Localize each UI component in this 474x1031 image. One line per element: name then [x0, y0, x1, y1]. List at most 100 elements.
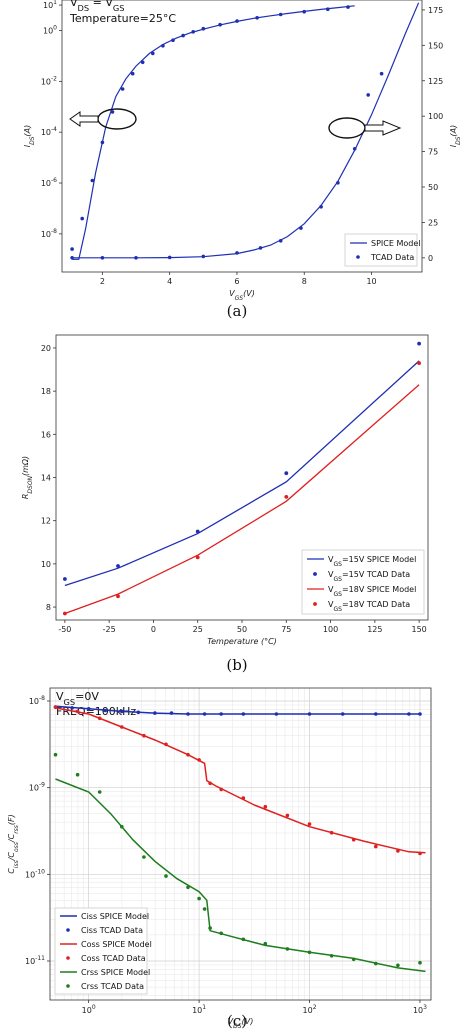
- series-point: [284, 471, 289, 476]
- series-point: [195, 555, 200, 560]
- series-point: [90, 178, 95, 183]
- series-point: [255, 15, 259, 20]
- series-line-2: [64, 384, 420, 615]
- series-point: [235, 19, 239, 23]
- series-point: [263, 941, 268, 946]
- series-point: [164, 742, 168, 747]
- x-tick-label: -25: [103, 625, 116, 634]
- series-point: [197, 896, 201, 901]
- y-tick-label: 10-11: [25, 955, 45, 966]
- series-point: [299, 226, 303, 230]
- series-point: [97, 790, 102, 794]
- series-point: [235, 251, 239, 255]
- series-point: [80, 216, 84, 221]
- y-tick-label: 10: [41, 560, 51, 569]
- x-tick-label: 103: [413, 1004, 427, 1015]
- series-point: [202, 712, 207, 716]
- y-tick-label: 8: [46, 603, 51, 612]
- series-point: [351, 957, 356, 962]
- caption-c: (c): [227, 1012, 247, 1030]
- y-tick-label: 16: [41, 430, 51, 439]
- x-tick-label: 4: [167, 277, 172, 286]
- series-line-2: [72, 2, 420, 259]
- series-point: [201, 254, 206, 259]
- series-line-0: [72, 5, 355, 260]
- arrow-right-icon: [364, 120, 402, 136]
- series-point: [75, 772, 80, 777]
- series-point: [151, 51, 155, 56]
- series-point: [407, 712, 411, 716]
- y-right-tick-label: 25: [428, 218, 438, 227]
- series-point: [258, 246, 263, 250]
- legend-label: Coss TCAD Data: [81, 954, 146, 963]
- series-point: [340, 712, 345, 716]
- series-line-0: [64, 360, 420, 587]
- series-point: [136, 710, 141, 715]
- series-point: [307, 950, 312, 955]
- y-left-tick-label: 100: [43, 25, 57, 36]
- y-tick-label: 10-10: [25, 868, 45, 879]
- x-tick-label: 0: [151, 625, 156, 634]
- y-right-tick-label: 175: [428, 6, 443, 15]
- legend-label: Crss TCAD Data: [81, 982, 144, 991]
- x-tick-label: -50: [58, 625, 71, 634]
- series-point: [140, 60, 145, 65]
- series-point: [120, 824, 124, 829]
- series-point: [70, 255, 74, 260]
- series-point: [285, 813, 290, 818]
- chart-panel-b: -50 -25 0 25 50 75 100 125 150 8 10 12 14 16 18 20 Tempe…: [21, 334, 429, 674]
- legend-point-swatch: [313, 602, 317, 606]
- y-left-tick-label: 10-2: [41, 75, 57, 86]
- y-right-tick-label: 75: [428, 148, 438, 157]
- y-right-tick-label: 150: [428, 41, 443, 50]
- series-point: [278, 239, 283, 243]
- series-point: [186, 752, 190, 757]
- y-right-tick-label: 100: [428, 112, 443, 121]
- x-tick-label: 8: [302, 277, 307, 286]
- y-right-tick-label: 50: [428, 183, 438, 192]
- x-tick-label: 2: [100, 277, 105, 286]
- series-point: [346, 5, 350, 9]
- legend-label: VGS=18V TCAD Data: [328, 600, 410, 613]
- legend-point-swatch: [66, 928, 70, 932]
- legend-box: [54, 907, 148, 995]
- caption-a: (a): [227, 302, 248, 320]
- legend-label: Coss SPICE Model: [81, 940, 152, 949]
- y-tick-label: 20: [41, 344, 51, 353]
- x-axis-label: VDS(V): [228, 1017, 254, 1030]
- series-point: [329, 954, 334, 958]
- annotation-vds: VDS = VGS: [70, 0, 125, 13]
- series-point: [53, 752, 58, 757]
- series-point: [285, 947, 290, 951]
- x-tick-label: 75: [281, 625, 291, 634]
- series-point: [86, 707, 91, 711]
- series-point: [418, 960, 422, 965]
- series-line-4: [55, 778, 426, 973]
- series-point: [417, 361, 421, 365]
- series-point: [274, 712, 279, 716]
- series-point: [351, 837, 356, 842]
- legend-box: [301, 549, 425, 615]
- y-left-tick-label: 101: [43, 0, 57, 10]
- y-axis-label: RDSON(mΩ): [21, 456, 34, 499]
- series-line-2: [55, 707, 426, 854]
- series-point: [208, 926, 212, 930]
- x-axis-label: Temperature (°C): [207, 637, 277, 646]
- annotation-temperature: Temperature=25°C: [69, 12, 176, 25]
- legend-label: Ciss TCAD Data: [81, 926, 143, 935]
- series-point: [278, 12, 283, 17]
- y-right-axis-label: IDS(A): [449, 125, 462, 148]
- annotation-vgs: VGS=0V: [56, 690, 99, 707]
- series-point: [263, 804, 268, 809]
- x-tick-label: 125: [367, 625, 382, 634]
- legend-point-swatch: [66, 984, 70, 988]
- x-tick-label: 10: [366, 277, 376, 286]
- series-point: [241, 712, 246, 716]
- series-point: [70, 706, 74, 710]
- series-point: [418, 851, 422, 856]
- y-axis-label: Ciss/Coss/Crss(F): [7, 814, 20, 874]
- legend-point-swatch: [313, 572, 317, 576]
- series-point: [326, 7, 330, 11]
- series-point: [97, 716, 102, 721]
